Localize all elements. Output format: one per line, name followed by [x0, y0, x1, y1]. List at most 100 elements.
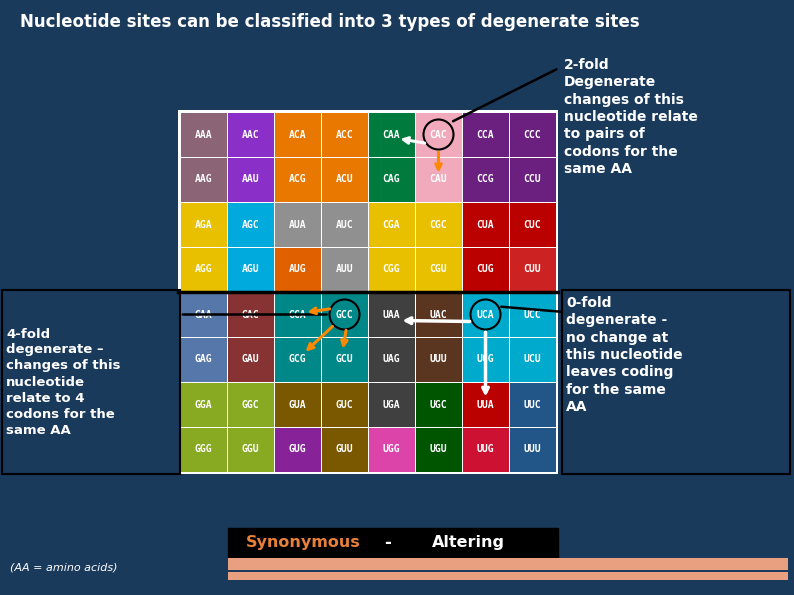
- Bar: [322, 112, 368, 156]
- Text: CUU: CUU: [524, 265, 542, 274]
- Text: CUC: CUC: [524, 220, 542, 230]
- Text: GUU: GUU: [336, 444, 353, 455]
- Bar: [510, 383, 556, 427]
- Text: CUG: CUG: [476, 265, 495, 274]
- Bar: [180, 337, 226, 381]
- Text: CGG: CGG: [383, 265, 400, 274]
- Text: UCA: UCA: [476, 309, 495, 320]
- Bar: [322, 293, 368, 337]
- Bar: [228, 383, 273, 427]
- Text: CUA: CUA: [476, 220, 495, 230]
- Text: GAA: GAA: [195, 309, 212, 320]
- Bar: [415, 248, 461, 292]
- Bar: [322, 248, 368, 292]
- Bar: [180, 293, 226, 337]
- Bar: [415, 202, 461, 246]
- Bar: [462, 293, 508, 337]
- Text: GUC: GUC: [336, 399, 353, 409]
- Bar: [180, 158, 226, 202]
- Bar: [275, 337, 321, 381]
- Bar: [228, 337, 273, 381]
- Bar: [368, 112, 414, 156]
- Bar: [368, 293, 414, 337]
- Text: UUC: UUC: [524, 399, 542, 409]
- Bar: [462, 383, 508, 427]
- Bar: [178, 110, 558, 474]
- Text: GCG: GCG: [289, 355, 306, 365]
- Bar: [228, 427, 273, 471]
- Bar: [368, 158, 414, 202]
- Bar: [510, 427, 556, 471]
- Text: UAC: UAC: [430, 309, 447, 320]
- Text: UUU: UUU: [430, 355, 447, 365]
- Text: AUA: AUA: [289, 220, 306, 230]
- Bar: [415, 337, 461, 381]
- Text: (AA = amino acids): (AA = amino acids): [10, 563, 118, 573]
- Bar: [228, 112, 273, 156]
- Text: GAC: GAC: [241, 309, 260, 320]
- Bar: [510, 293, 556, 337]
- Text: CAU: CAU: [430, 174, 447, 184]
- Text: UGC: UGC: [430, 399, 447, 409]
- Text: ACC: ACC: [336, 130, 353, 139]
- Text: UUA: UUA: [476, 399, 495, 409]
- Text: AUC: AUC: [336, 220, 353, 230]
- Text: CCG: CCG: [476, 174, 495, 184]
- Bar: [275, 383, 321, 427]
- Text: UUU: UUU: [524, 444, 542, 455]
- Text: CAA: CAA: [383, 130, 400, 139]
- Text: GCU: GCU: [336, 355, 353, 365]
- Bar: [275, 112, 321, 156]
- Text: ACA: ACA: [289, 130, 306, 139]
- Text: Synonymous: Synonymous: [245, 536, 360, 550]
- Text: AGU: AGU: [241, 265, 260, 274]
- Text: UCG: UCG: [476, 355, 495, 365]
- Bar: [368, 202, 414, 246]
- Text: AAA: AAA: [195, 130, 212, 139]
- Bar: [462, 337, 508, 381]
- Text: UCU: UCU: [524, 355, 542, 365]
- Text: CGU: CGU: [430, 265, 447, 274]
- Bar: [462, 158, 508, 202]
- Text: Altering: Altering: [431, 536, 504, 550]
- Bar: [180, 427, 226, 471]
- Bar: [275, 158, 321, 202]
- Text: AGC: AGC: [241, 220, 260, 230]
- Bar: [180, 112, 226, 156]
- Text: GAU: GAU: [241, 355, 260, 365]
- Bar: [228, 248, 273, 292]
- Text: GGA: GGA: [195, 399, 212, 409]
- Text: CCA: CCA: [476, 130, 495, 139]
- Text: GGC: GGC: [241, 399, 260, 409]
- Text: UGU: UGU: [430, 444, 447, 455]
- Bar: [322, 383, 368, 427]
- Bar: [228, 528, 558, 558]
- Text: CGA: CGA: [383, 220, 400, 230]
- Bar: [510, 112, 556, 156]
- Text: CAC: CAC: [430, 130, 447, 139]
- Text: GGU: GGU: [241, 444, 260, 455]
- Bar: [228, 293, 273, 337]
- Text: 2-fold
Degenerate
changes of this
nucleotide relate
to pairs of
codons for the
s: 2-fold Degenerate changes of this nucleo…: [564, 58, 698, 176]
- Text: AAC: AAC: [241, 130, 260, 139]
- Bar: [510, 158, 556, 202]
- Bar: [322, 427, 368, 471]
- Bar: [228, 158, 273, 202]
- Bar: [368, 383, 414, 427]
- Text: -: -: [384, 534, 391, 552]
- Text: 4-fold
degenerate –
changes of this
nucleotide
relate to 4
codons for the
same A: 4-fold degenerate – changes of this nucl…: [6, 327, 121, 437]
- Bar: [322, 202, 368, 246]
- Bar: [275, 202, 321, 246]
- Text: GCA: GCA: [289, 309, 306, 320]
- Bar: [228, 202, 273, 246]
- Text: UCC: UCC: [524, 309, 542, 320]
- Text: GGG: GGG: [195, 444, 212, 455]
- Bar: [275, 248, 321, 292]
- Text: CAG: CAG: [383, 174, 400, 184]
- Bar: [462, 427, 508, 471]
- Text: AGG: AGG: [195, 265, 212, 274]
- Text: AAG: AAG: [195, 174, 212, 184]
- Bar: [322, 158, 368, 202]
- Bar: [2, 290, 180, 474]
- Text: UAG: UAG: [383, 355, 400, 365]
